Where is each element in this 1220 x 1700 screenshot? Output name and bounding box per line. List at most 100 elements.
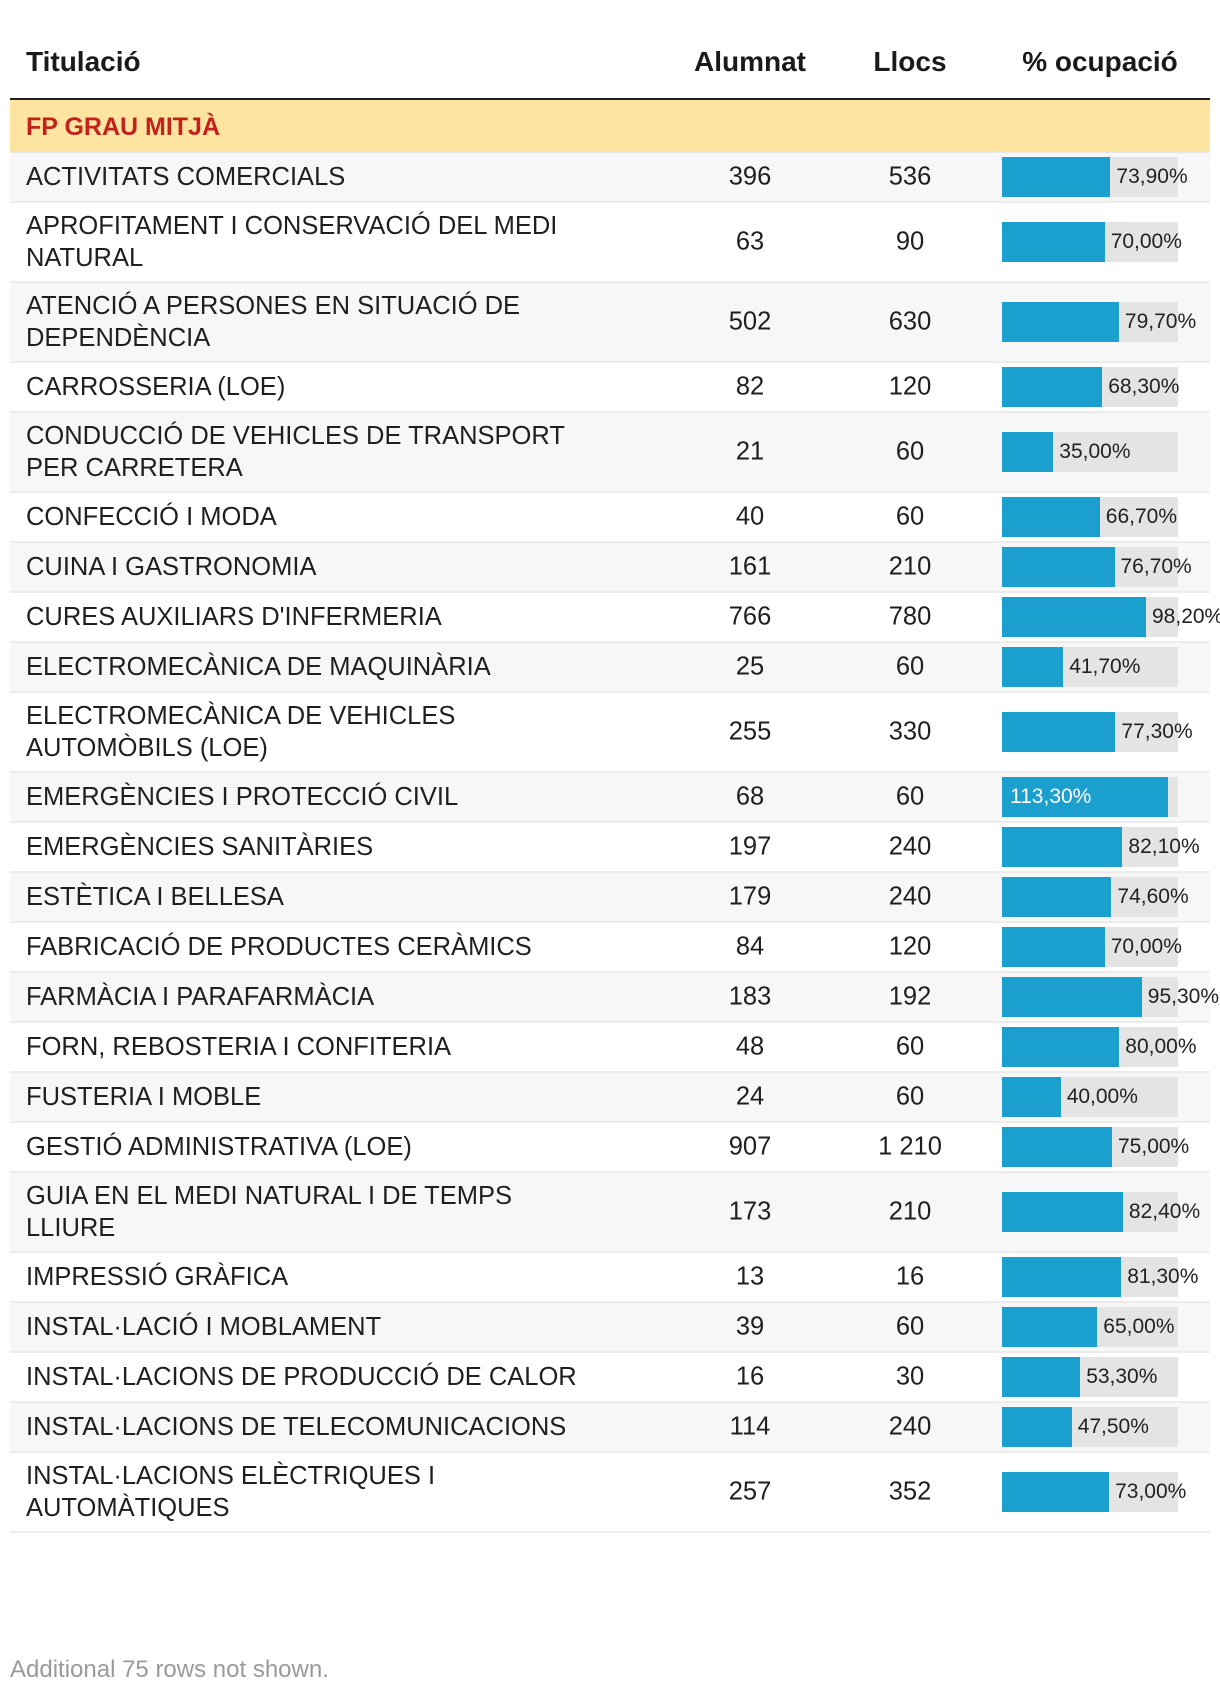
row-titulacio: FORN, REBOSTERIA I CONFITERIA: [26, 1033, 452, 1061]
row-titulacio: INSTAL·LACIÓ I MOBLAMENT: [26, 1313, 382, 1341]
row-llocs: 60: [895, 1312, 925, 1341]
occupancy-bar: [1002, 1407, 1072, 1447]
occupancy-bar-track: 77,30%: [1002, 712, 1193, 752]
row-alumnat: 114: [729, 1412, 771, 1441]
row-alumnat: 40: [735, 502, 765, 531]
occupancy-label: 73,00%: [1115, 1480, 1187, 1503]
row-alumnat: 257: [728, 1477, 772, 1506]
row-llocs: 240: [888, 882, 932, 911]
occupancy-bar: [1002, 1307, 1098, 1347]
header-titulacio[interactable]: Titulació: [26, 46, 141, 77]
occupancy-label: 82,10%: [1128, 835, 1200, 858]
occupancy-label: 41,70%: [1069, 655, 1141, 678]
row-alumnat: 766: [728, 602, 772, 631]
table-row[interactable]: GESTIÓ ADMINISTRATIVA (LOE) 907 1 210 75,00…: [10, 1123, 1210, 1173]
row-llocs: 240: [888, 1412, 932, 1441]
table-row[interactable]: INSTAL·LACIONS DE PRODUCCIÓ DE CALOR 16 30…: [10, 1353, 1210, 1403]
table-row[interactable]: CURES AUXILIARS D'INFERMERIA 766 780 98,20%: [10, 593, 1220, 643]
occupancy-label: 70,00%: [1110, 935, 1182, 958]
occupancy-bar-track: 70,00%: [1002, 222, 1182, 262]
occupancy-bar: [1002, 432, 1054, 472]
header-alumnat[interactable]: Alumnat: [694, 46, 806, 77]
table-row[interactable]: ELECTROMECÀNICA DE VEHICLES AUTOMÒBILS (…: [10, 693, 1210, 773]
occupancy-bar: [1002, 367, 1103, 407]
occupancy-bar: [1002, 497, 1100, 537]
group-header: FP GRAU MITJÀ: [10, 100, 1210, 153]
row-llocs: 352: [888, 1477, 932, 1506]
row-alumnat: 48: [735, 1032, 765, 1061]
occupancy-label: 47,50%: [1077, 1415, 1149, 1438]
occupancy-bar: [1002, 647, 1064, 687]
row-alumnat: 13: [735, 1262, 765, 1291]
occupancy-table: Titulació Alumnat Llocs % ocupació FP GR…: [10, 28, 1220, 1533]
occupancy-bar: [1002, 547, 1115, 587]
row-llocs: 780: [888, 602, 932, 631]
table-row[interactable]: INSTAL·LACIONS ELÈCTRIQUES I AUTOMÀTIQUE…: [10, 1453, 1210, 1533]
occupancy-bar: [1002, 157, 1111, 197]
table-row[interactable]: EMERGÈNCIES SANITÀRIES 197 240 82,10%: [10, 823, 1210, 873]
table-row[interactable]: INSTAL·LACIONS DE TELECOMUNICACIONS 114 24…: [10, 1403, 1210, 1453]
occupancy-bar-track: 76,70%: [1002, 547, 1192, 587]
table-row[interactable]: IMPRESSIÓ GRÀFICA 13 16 81,30%: [10, 1253, 1210, 1303]
row-alumnat: 25: [735, 652, 765, 681]
occupancy-bar: [1002, 302, 1119, 342]
table-row[interactable]: ELECTROMECÀNICA DE MAQUINÀRIA 25 60 41,70%: [10, 643, 1210, 693]
row-llocs: 60: [895, 1032, 925, 1061]
table-row[interactable]: FABRICACIÓ DE PRODUCTES CERÀMICS 84 120 70,…: [10, 923, 1210, 973]
table-row[interactable]: GUIA EN EL MEDI NATURAL I DE TEMPS LLIUR…: [10, 1173, 1210, 1253]
occupancy-bar-track: 81,30%: [1002, 1257, 1198, 1297]
row-titulacio: APROFITAMENT I CONSERVACIÓ DEL MEDI NATU…: [26, 212, 558, 272]
row-alumnat: 39: [735, 1312, 765, 1341]
occupancy-bar-track: 73,90%: [1002, 157, 1188, 197]
occupancy-bar: [1002, 597, 1146, 637]
row-alumnat: 396: [728, 162, 772, 191]
row-titulacio: INSTAL·LACIONS DE TELECOMUNICACIONS: [26, 1413, 567, 1441]
row-titulacio: EMERGÈNCIES I PROTECCIÓ CIVIL: [26, 783, 459, 811]
row-alumnat: 907: [728, 1132, 772, 1161]
table-row[interactable]: FORN, REBOSTERIA I CONFITERIA 48 60 80,00%: [10, 1023, 1210, 1073]
occupancy-bar: [1002, 927, 1105, 967]
table-row[interactable]: INSTAL·LACIÓ I MOBLAMENT 39 60 65,00%: [10, 1303, 1210, 1353]
row-titulacio: ELECTROMECÀNICA DE VEHICLES AUTOMÒBILS (…: [26, 702, 456, 762]
row-titulacio: ELECTROMECÀNICA DE MAQUINÀRIA: [26, 653, 491, 681]
row-titulacio: CONFECCIÓ I MODA: [26, 503, 277, 531]
occupancy-bar: [1002, 1257, 1122, 1297]
row-alumnat: 16: [735, 1362, 765, 1391]
table-row[interactable]: CONFECCIÓ I MODA 40 60 66,70%: [10, 493, 1210, 543]
occupancy-bar-track: 75,00%: [1002, 1127, 1189, 1167]
row-titulacio: EMERGÈNCIES SANITÀRIES: [26, 833, 374, 861]
table-row[interactable]: ATENCIÓ A PERSONES EN SITUACIÓ DE DEPEND…: [10, 283, 1210, 363]
row-titulacio: ESTÈTICA I BELLESA: [26, 883, 284, 911]
row-titulacio: CUINA I GASTRONOMIA: [26, 553, 317, 581]
table-row[interactable]: ESTÈTICA I BELLESA 179 240 74,60%: [10, 873, 1210, 923]
occupancy-bar-track: 35,00%: [1002, 432, 1178, 472]
table-row[interactable]: CUINA I GASTRONOMIA 161 210 76,70%: [10, 543, 1210, 593]
occupancy-bar-track: 98,20%: [1002, 597, 1220, 637]
row-titulacio: GESTIÓ ADMINISTRATIVA (LOE): [26, 1133, 412, 1161]
row-titulacio: ACTIVITATS COMERCIALS: [26, 163, 346, 191]
occupancy-bar-track: 73,00%: [1002, 1472, 1186, 1512]
row-titulacio: CURES AUXILIARS D'INFERMERIA: [26, 603, 442, 631]
table-row[interactable]: EMERGÈNCIES I PROTECCIÓ CIVIL 68 60 113,30%: [10, 773, 1210, 823]
table-row[interactable]: FARMÀCIA I PARAFARMÀCIA 183 192 95,30%: [10, 973, 1219, 1023]
table-row[interactable]: CARROSSERIA (LOE) 82 120 68,30%: [10, 363, 1210, 413]
row-alumnat: 84: [735, 932, 765, 961]
occupancy-label: 70,00%: [1110, 230, 1182, 253]
occupancy-bar-track: 80,00%: [1002, 1027, 1197, 1067]
row-titulacio: GUIA EN EL MEDI NATURAL I DE TEMPS LLIUR…: [26, 1182, 513, 1242]
header-llocs[interactable]: Llocs: [873, 46, 947, 77]
table-row[interactable]: FUSTERIA I MOBLE 24 60 40,00%: [10, 1073, 1210, 1123]
row-titulacio: CARROSSERIA (LOE): [26, 373, 286, 401]
occupancy-bar: [1002, 1027, 1120, 1067]
occupancy-bar-track: 68,30%: [1002, 367, 1179, 407]
row-alumnat: 21: [735, 437, 765, 466]
table-row[interactable]: ACTIVITATS COMERCIALS 396 536 73,90%: [10, 153, 1210, 203]
occupancy-label: 66,70%: [1105, 505, 1178, 528]
occupancy-bar: [1002, 222, 1105, 262]
occupancy-label: 73,90%: [1116, 165, 1188, 188]
header-ocupacio[interactable]: % ocupació: [1022, 46, 1178, 77]
occupancy-bar: [1002, 827, 1123, 867]
table-row[interactable]: CONDUCCIÓ DE VEHICLES DE TRANSPORT PER C…: [10, 413, 1210, 493]
occupancy-bar: [1002, 1077, 1061, 1117]
table-row[interactable]: APROFITAMENT I CONSERVACIÓ DEL MEDI NATU…: [10, 203, 1210, 283]
